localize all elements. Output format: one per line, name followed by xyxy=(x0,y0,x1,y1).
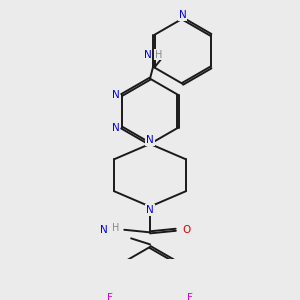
Text: H: H xyxy=(155,50,162,60)
Text: N: N xyxy=(112,90,120,100)
Text: N: N xyxy=(112,123,120,133)
Text: O: O xyxy=(183,225,191,235)
Text: N: N xyxy=(146,136,154,146)
Text: F: F xyxy=(187,292,193,300)
Text: N: N xyxy=(179,10,187,20)
Text: F: F xyxy=(107,292,113,300)
Text: N: N xyxy=(146,205,154,215)
Text: N: N xyxy=(100,225,107,235)
Text: H: H xyxy=(112,223,119,233)
Text: N: N xyxy=(143,50,151,60)
